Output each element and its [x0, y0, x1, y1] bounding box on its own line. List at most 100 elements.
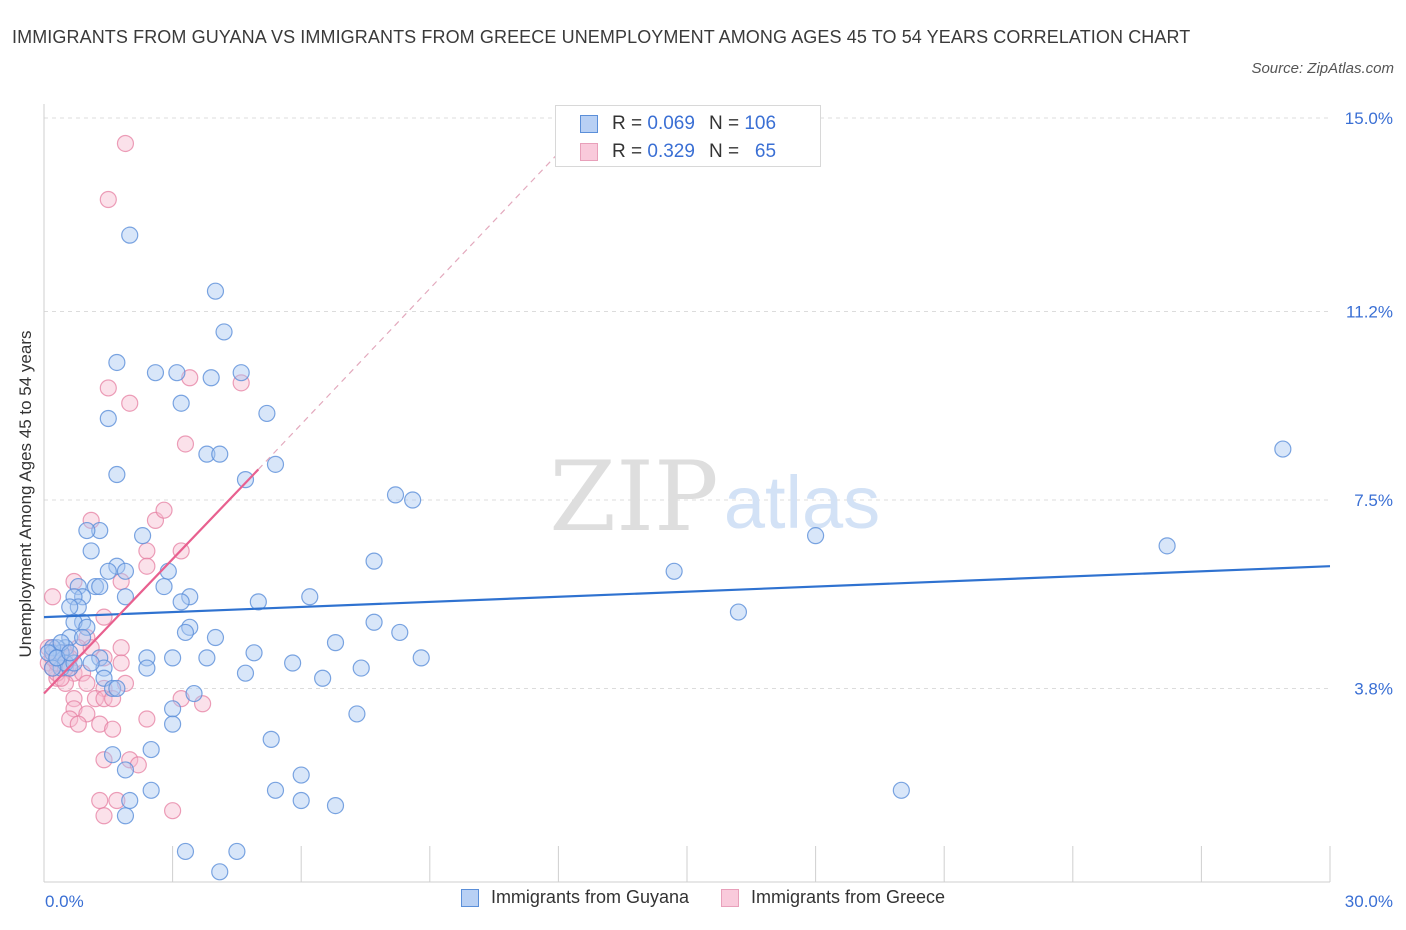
guyana-r-value: 0.069 [647, 113, 695, 134]
guyana-point [48, 649, 66, 667]
guyana-point [82, 654, 100, 672]
guyana-point [159, 562, 177, 580]
guyana-point [91, 521, 109, 540]
guyana-point [198, 445, 216, 463]
guyana-trend-line [43, 565, 1331, 619]
guyana-point [78, 521, 96, 540]
greece-point [69, 715, 87, 733]
guyana-point [65, 588, 83, 606]
axes [43, 104, 1331, 883]
greece-point [116, 674, 135, 692]
greece-point [61, 710, 79, 728]
guyana-point [108, 353, 126, 372]
greece-point [116, 134, 135, 153]
guyana-point [146, 364, 165, 382]
guyana-point [138, 649, 156, 667]
legend-item-guyana: Immigrants from Guyana [460, 887, 689, 908]
guyana-point [103, 679, 122, 698]
guyana-point [665, 562, 683, 580]
chart-title: IMMIGRANTS FROM GUYANA VS IMMIGRANTS FRO… [12, 27, 1191, 47]
greece-point [112, 639, 130, 657]
guyana-point [95, 659, 113, 677]
guyana-point [61, 598, 79, 616]
guyana-point [365, 613, 383, 631]
guyana-point [301, 588, 319, 606]
greece-point [138, 710, 156, 728]
guyana-point [164, 700, 182, 718]
greece-trend-extension [257, 148, 564, 470]
guyana-point [806, 527, 825, 545]
greece-point [95, 807, 113, 825]
greece-legend-swatch [721, 888, 739, 907]
y-axis-label: Unemployment Among Ages 45 to 54 years [16, 330, 35, 658]
guyana-point [61, 644, 79, 662]
guyana-point [172, 394, 190, 412]
greece-trend-line [43, 468, 260, 695]
greece-n-label: N = [708, 141, 740, 162]
guyana-point [249, 593, 267, 611]
greece-swatch [580, 143, 598, 161]
correlation-legend: R = 0.069 N = 106 R = 0.329 N = 65 [555, 105, 821, 167]
guyana-point [116, 588, 135, 606]
guyana-point [108, 679, 126, 698]
y-tick-label-1: 7.5% [1354, 491, 1393, 510]
guyana-point [82, 542, 100, 560]
guyana-point [176, 842, 195, 861]
y-tick-label-2: 11.2% [1346, 303, 1393, 322]
guyana-point [168, 364, 186, 382]
greece-point [95, 649, 113, 667]
guyana-point [121, 226, 139, 244]
guyana-point [108, 465, 126, 484]
tick-labels: 3.8% 7.5% 11.2% 15.0% 0.0% 30.0% [45, 109, 1393, 911]
guyana-point [86, 577, 105, 596]
legend-row-guyana: R = 0.069 N = 106 [580, 111, 776, 137]
y-tick-label-0: 3.8% [1354, 679, 1393, 698]
greece-n-value: 65 [754, 141, 777, 162]
greece-point [65, 690, 83, 708]
guyana-point [211, 863, 229, 881]
guyana-point [326, 796, 345, 815]
guyana-point [266, 781, 285, 799]
guyana-point [185, 684, 203, 703]
greece-point [176, 435, 195, 453]
guyana-point [386, 486, 405, 504]
guyana-point [61, 628, 79, 647]
guyana-point [211, 445, 229, 463]
guyana-point [91, 577, 109, 596]
greece-point [121, 394, 139, 412]
guyana-legend-swatch [460, 888, 479, 907]
guyana-n-value: 106 [744, 113, 777, 134]
guyana-point [121, 791, 139, 810]
trend-lines [43, 148, 1331, 695]
guyana-point [292, 766, 310, 784]
greece-point [43, 588, 62, 606]
guyana-point [202, 369, 220, 387]
guyana-point [164, 649, 182, 667]
greece-point [103, 690, 122, 708]
guyana-point [348, 705, 366, 723]
greece-point [103, 720, 122, 738]
guyana-point [391, 623, 409, 642]
guyana-point [198, 649, 216, 667]
guyana-point [245, 644, 263, 662]
guyana-point [206, 282, 225, 300]
guyana-point [228, 842, 246, 861]
series-legend: Immigrants from Guyana Immigrants from G… [0, 887, 1406, 908]
greece-point [232, 374, 250, 392]
guyana-point [138, 659, 156, 677]
y-tick-label-3: 15.0% [1345, 109, 1393, 128]
guyana-point [73, 628, 92, 647]
guyana-point [258, 404, 276, 423]
greece-point [155, 501, 173, 519]
guyana-swatch [580, 115, 598, 133]
guyana-point [142, 740, 160, 759]
guyana-point [262, 730, 280, 748]
guyana-point [103, 746, 122, 764]
source-label: Source: ZipAtlas.com [1251, 60, 1394, 77]
greece-point [108, 791, 126, 810]
guyana-point [292, 791, 310, 810]
guyana-point [155, 577, 173, 596]
guyana-point [43, 659, 62, 677]
x-tick-label-1: 30.0% [1345, 892, 1393, 911]
guyana-point [215, 323, 233, 341]
